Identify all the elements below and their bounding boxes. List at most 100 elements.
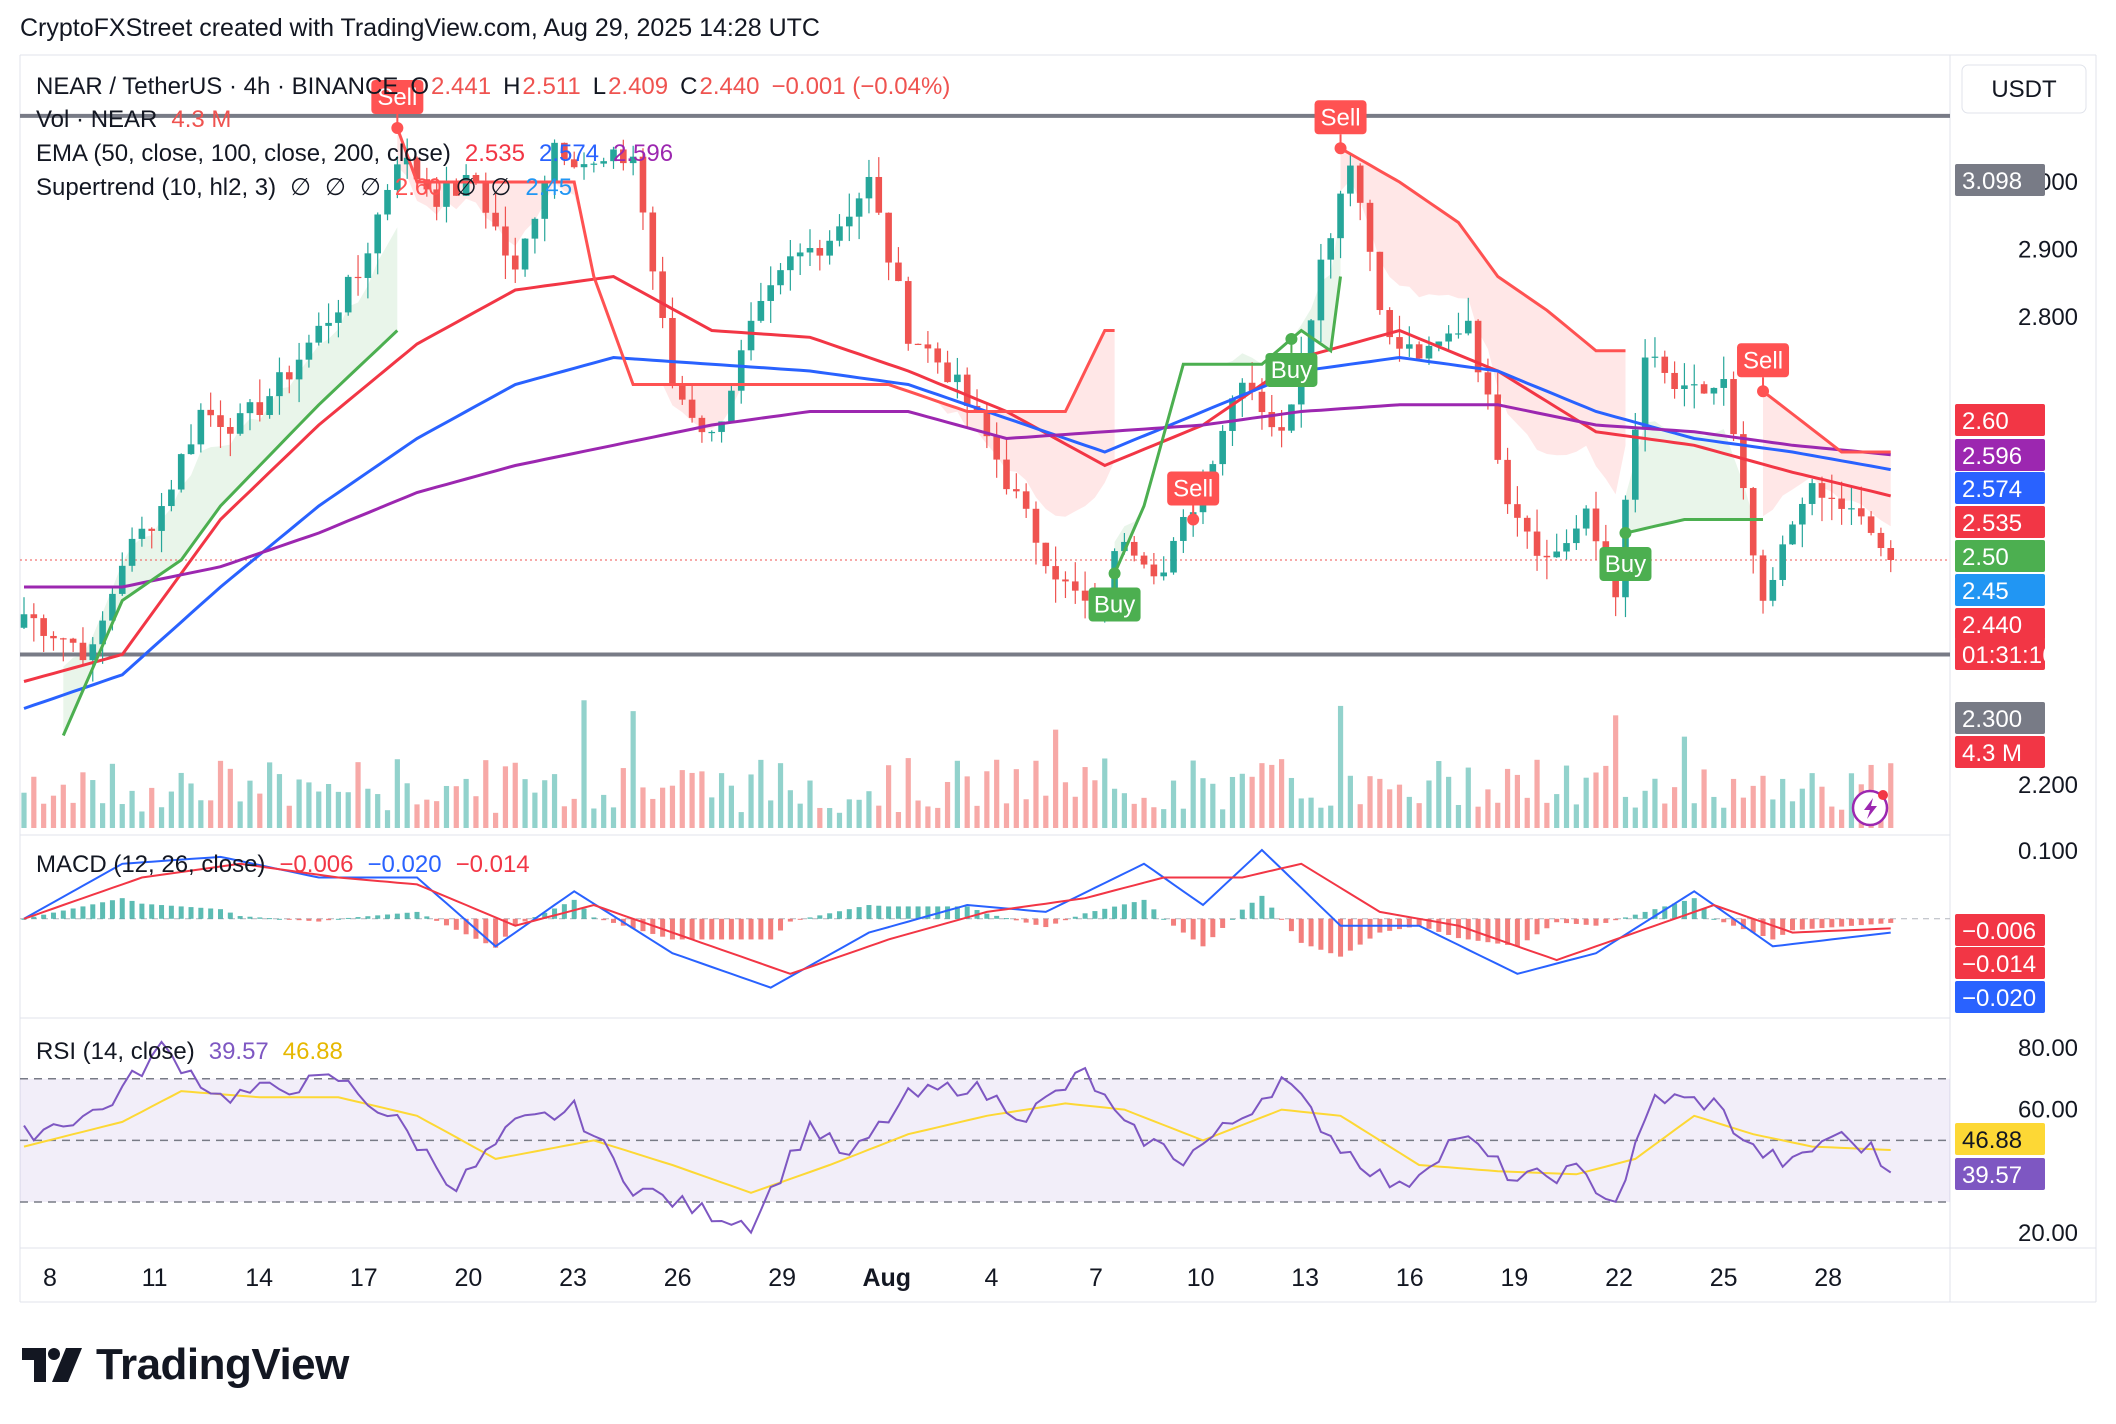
supertrend-line-up	[1625, 518, 1763, 535]
volume-bar	[1151, 807, 1157, 828]
macd-histogram-bar	[1259, 895, 1265, 919]
candle	[1464, 320, 1472, 334]
supertrend-line-up	[61, 329, 399, 737]
axis-tag-bg	[1955, 404, 2045, 436]
macd-histogram-bar	[1082, 913, 1088, 919]
macd-histogram-bar	[50, 912, 56, 919]
macd-histogram-bar	[1053, 918, 1059, 924]
macd-histogram-bar	[1190, 918, 1196, 940]
candle	[688, 399, 696, 418]
macd-histogram-bar	[1760, 918, 1766, 936]
volume-bar	[905, 758, 911, 828]
volume-bar	[944, 781, 951, 828]
macd-histogram-bar	[797, 918, 803, 920]
currency-button[interactable]: USDT	[1961, 64, 2087, 114]
macd-tag: −0.020	[1955, 981, 2045, 1013]
legend-supertrend: Supertrend (10, hl2, 3) ∅ ∅ ∅ 2.60 ∅ ∅ 2.45	[36, 174, 572, 201]
candle	[1818, 483, 1826, 498]
macd-histogram-bar	[581, 908, 587, 919]
axis-tag-text: −0.006	[1962, 918, 2036, 945]
currency-label: USDT	[1991, 76, 2057, 103]
volume-bar	[758, 759, 764, 828]
volume-bar	[1563, 765, 1570, 828]
macd-histogram-bar	[1033, 918, 1039, 925]
macd-histogram-bar	[994, 915, 1000, 919]
signal-text: Buy	[1605, 551, 1646, 578]
axis-tag-bg	[1955, 1158, 2045, 1190]
candle	[295, 359, 303, 380]
volume-bar	[1288, 777, 1295, 828]
macd-histogram-bar	[542, 912, 548, 919]
candle	[1022, 491, 1030, 509]
volume-bar	[1347, 775, 1353, 828]
candle	[502, 226, 509, 256]
candle	[1671, 372, 1678, 389]
signal-buy-label[interactable]: Buy	[1599, 527, 1652, 581]
candle	[354, 276, 362, 279]
volume-bar	[434, 801, 440, 828]
legend: NEAR / TetherUS · 4h · BINANCE O2.441 H2.5…	[36, 73, 950, 1065]
candle	[1690, 384, 1698, 386]
candle	[904, 281, 912, 344]
legend-part: ∅	[456, 174, 477, 201]
time-tick: 10	[1187, 1264, 1215, 1292]
macd-histogram-bar	[41, 914, 47, 919]
supertrend-line-down	[1762, 390, 1891, 454]
volume-bar	[738, 812, 744, 828]
legend-ema: EMA (50, close, 100, close, 200, close) 2…	[36, 140, 673, 167]
signal-buy-label[interactable]: Buy	[1265, 332, 1318, 387]
time-tick: 7	[1089, 1264, 1103, 1292]
volume-bar	[1328, 805, 1334, 828]
price-axis[interactable]: USDT3.0002.9002.8002.2003.0982.602.5962.…	[1955, 64, 2087, 1247]
candle	[109, 593, 116, 621]
volume-bar	[325, 783, 332, 828]
price-tag: 2.596	[1955, 439, 2045, 471]
macd-histogram-bar	[1288, 918, 1294, 932]
supertrend-line-down	[395, 127, 1115, 413]
axis-tag-text: 2.596	[1962, 443, 2022, 470]
macd-histogram-bar	[1239, 909, 1245, 919]
candle	[79, 642, 87, 661]
volume-bar	[1357, 804, 1363, 828]
axis-tag-bg	[1955, 981, 2045, 1013]
candle	[1848, 508, 1855, 510]
candle	[541, 182, 549, 219]
macd-histogram-bar	[394, 913, 400, 919]
signal-sell-label[interactable]: Sell	[1737, 343, 1790, 398]
candle	[875, 176, 883, 213]
volume-bar	[660, 787, 666, 828]
buy-sell-signals[interactable]: Sell Sell Buy Buy Sell Buy Sell	[371, 80, 1790, 622]
legend-part: −0.020	[367, 851, 441, 878]
candle	[600, 161, 607, 164]
macd-histogram-bar	[1564, 918, 1570, 924]
macd-histogram-bar	[345, 917, 351, 919]
macd-histogram-bar	[443, 918, 449, 926]
signal-sell-label[interactable]: Sell	[1314, 100, 1367, 155]
candles	[20, 138, 1895, 682]
header-attribution: CryptoFXStreet created with TradingView.…	[20, 14, 820, 42]
volume-bar	[1111, 788, 1118, 828]
macd-histogram-bar	[856, 907, 862, 919]
volume-bar	[1053, 729, 1059, 828]
candle	[89, 644, 97, 661]
time-axis[interactable]: 8 11 14 17 20 23 26 29 Aug 4 7 10 13 16 19 22 25 28	[43, 1264, 1842, 1292]
signal-sell-label[interactable]: Sell	[371, 80, 424, 134]
time-tick: 19	[1500, 1264, 1528, 1292]
lightning-icon[interactable]	[1851, 789, 1889, 827]
macd-histogram-bar	[1603, 918, 1609, 923]
candle	[1052, 566, 1059, 580]
ema-line	[23, 355, 1891, 710]
axis-tag-bg	[1955, 638, 2045, 670]
macd-histogram-bar	[208, 908, 214, 919]
volume-bar	[1613, 715, 1619, 828]
candle	[1504, 459, 1511, 505]
candle	[99, 620, 106, 645]
signal-sell-label[interactable]: Sell	[1167, 471, 1220, 526]
volume-bar	[375, 794, 381, 828]
volume-bar	[1337, 705, 1344, 828]
volume-bar	[335, 791, 341, 828]
macd-histogram-bar	[1731, 918, 1737, 926]
signal-buy-label[interactable]: Buy	[1088, 567, 1141, 622]
candle	[1533, 531, 1541, 556]
candle	[806, 248, 814, 253]
